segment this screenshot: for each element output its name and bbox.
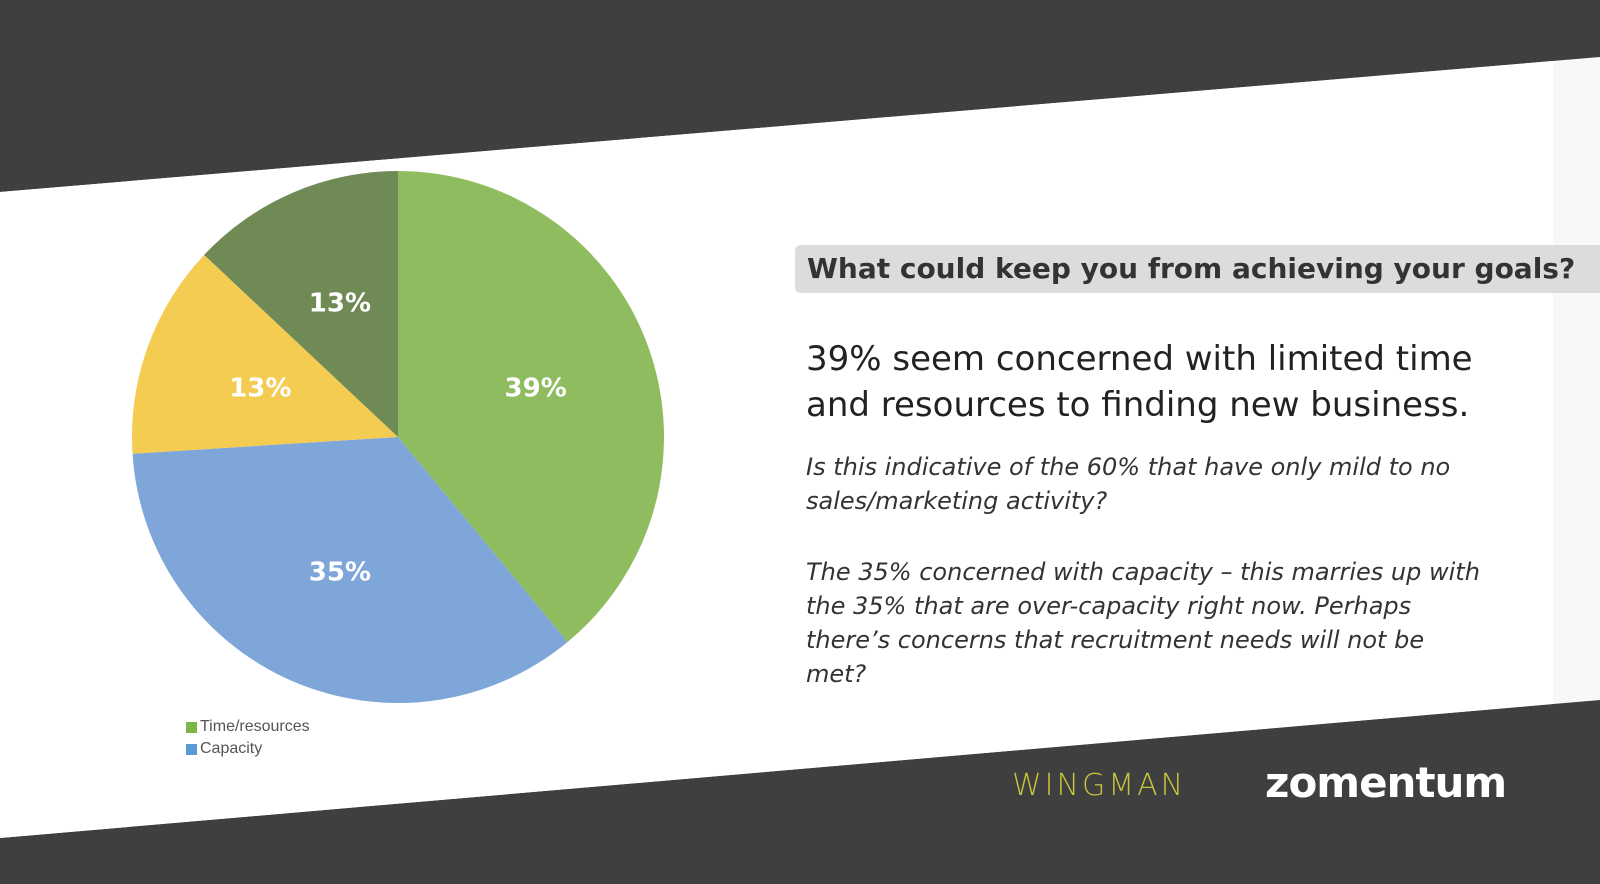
pie-chart: 39% 35% 13% 13% <box>132 171 665 704</box>
paragraph-2: The 35% concerned with capacity – this m… <box>806 558 1480 688</box>
pie-slice <box>132 254 398 454</box>
lead-text: 39% seem concerned with limited time and… <box>806 339 1473 425</box>
paragraph-1: Is this indicative of the 60% that have … <box>806 453 1451 515</box>
data-label: 13% <box>309 289 371 319</box>
legend-swatch <box>186 721 197 733</box>
pie-slice <box>132 437 568 704</box>
legend-swatch <box>186 743 197 755</box>
legend-item: Capacity <box>186 740 262 758</box>
legend-label: Time/resources <box>200 718 310 735</box>
pie-slice <box>204 171 398 437</box>
wingman-logo: WINGMAN <box>1012 768 1187 803</box>
data-label: 39% <box>505 373 567 403</box>
legend-item: Time/resources <box>186 718 310 736</box>
zomentum-logo: zomentum <box>1265 758 1507 807</box>
data-label: 35% <box>309 557 371 587</box>
legend-label: Capacity <box>200 740 263 757</box>
question-heading: What could keep you from achieving your … <box>795 245 1600 293</box>
data-label: 13% <box>229 373 291 403</box>
pie-slice <box>398 171 665 642</box>
